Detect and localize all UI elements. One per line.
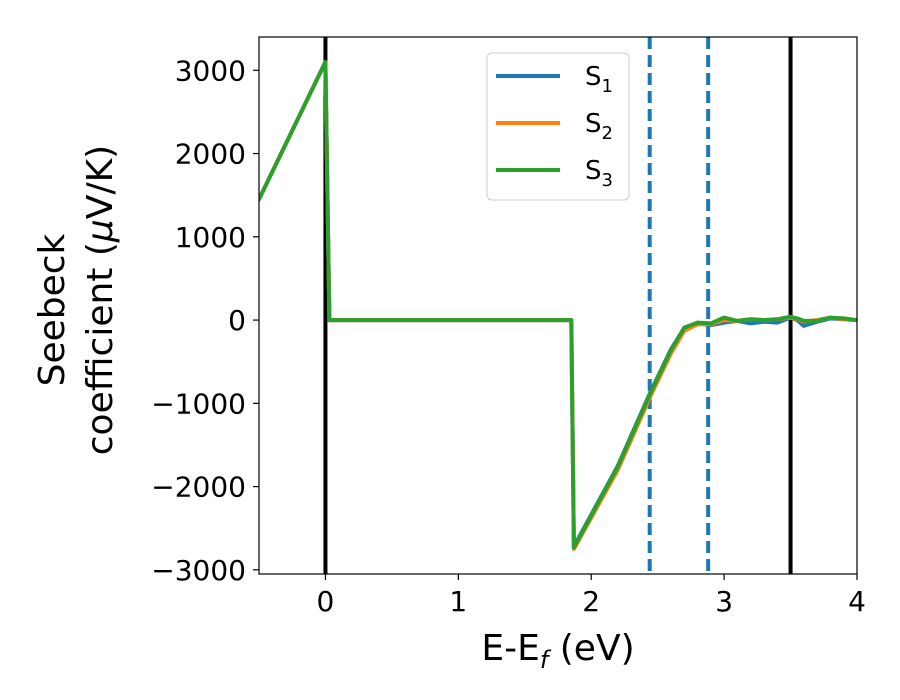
y-tick-label: 1000 <box>175 221 246 254</box>
series-line-s3 <box>259 60 857 550</box>
x-tick-label: 2 <box>582 585 600 618</box>
y-tick-label: −1000 <box>151 387 246 420</box>
legend: S1 S2 S3 <box>486 52 630 201</box>
x-axis-label: E-Ef (eV) <box>481 628 634 674</box>
x-tick-label: 4 <box>848 585 866 618</box>
legend-label-s3: S3 <box>585 156 613 191</box>
plot-area <box>259 37 857 574</box>
x-tick-label: 1 <box>449 585 467 618</box>
y-tick-label: 0 <box>228 304 246 337</box>
y-tick-label: 2000 <box>175 138 246 171</box>
y-axis-label-line2: coefficient (μV/K) <box>80 145 121 455</box>
y-axis-label-line1: Seebeck <box>32 233 73 386</box>
legend-box <box>486 52 630 201</box>
y-tick-label: 3000 <box>175 54 246 87</box>
axis-ticks: 0 1 2 3 4 3000 2000 1000 0 −1000 −2000 −3000 <box>151 54 866 618</box>
plot-frame <box>258 36 858 575</box>
y-tick-label: −2000 <box>151 471 246 504</box>
legend-label-s2: S2 <box>585 109 613 144</box>
y-tick-label: −3000 <box>151 554 246 587</box>
x-tick-label: 0 <box>317 585 335 618</box>
x-tick-label: 3 <box>715 585 733 618</box>
legend-label-s1: S1 <box>585 62 613 97</box>
